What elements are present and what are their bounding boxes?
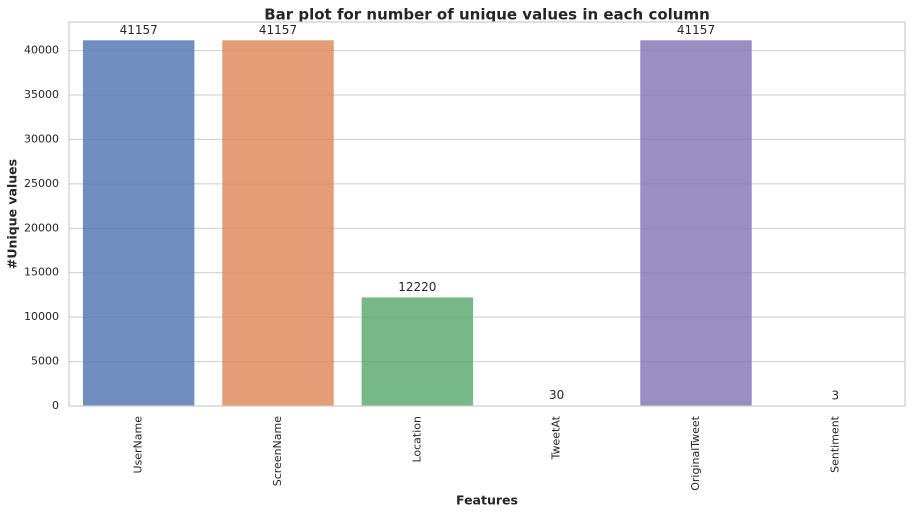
data-label: 3 [832,388,840,402]
x-tick-label: ScreenName [271,416,284,487]
y-axis-label: #Unique values [5,159,20,269]
x-tick-label: OriginalTweet [689,415,702,490]
bar [362,297,473,406]
y-tick-label: 5000 [31,355,59,368]
y-tick-label: 15000 [24,266,59,279]
x-tick-label: Sentiment [828,415,841,473]
y-tick-label: 30000 [24,132,59,145]
bar [640,40,751,406]
y-tick-label: 10000 [24,310,59,323]
data-label: 12220 [398,280,436,294]
y-tick-label: 40000 [24,44,59,57]
data-label: 41157 [259,23,297,37]
x-tick-label: UserName [132,416,145,474]
data-label: 30 [549,388,564,402]
bar [222,40,333,406]
bar [83,40,194,406]
y-tick-label: 0 [52,399,59,412]
y-tick-label: 20000 [24,221,59,234]
chart-title: Bar plot for number of unique values in … [264,6,710,24]
data-label: 41157 [120,23,158,37]
y-tick-label: 25000 [24,177,59,190]
data-label: 41157 [677,23,715,37]
x-axis-label: Features [456,493,518,508]
x-tick-label: Location [410,416,423,463]
y-tick-label: 35000 [24,88,59,101]
x-tick-label: TweetAt [550,415,563,460]
